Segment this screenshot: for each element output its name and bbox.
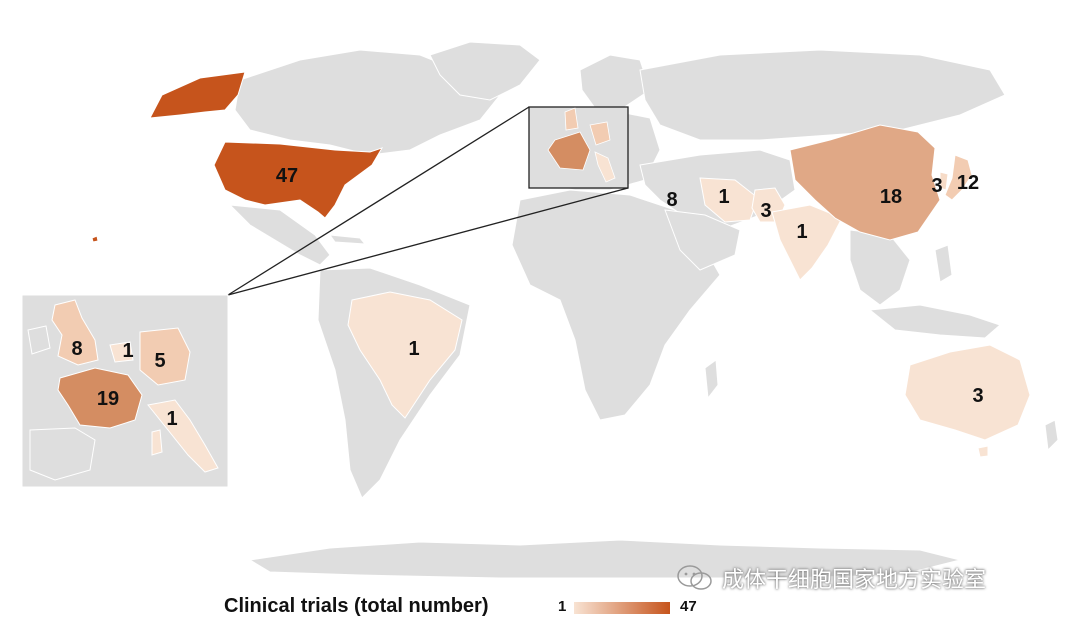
label-iran: 1	[718, 186, 729, 208]
highlighted-countries	[91, 71, 1031, 458]
greenland-land	[429, 41, 541, 101]
label-japan: 12	[957, 172, 979, 194]
indonesia-land	[868, 304, 1001, 339]
canada-land	[234, 49, 501, 156]
wechat-icon	[677, 565, 712, 590]
label-india: 1	[796, 221, 807, 243]
label-israel: 8	[666, 189, 677, 211]
southeast-asia-land	[849, 229, 911, 306]
alaska-region	[149, 71, 246, 119]
inset-italy-region	[147, 399, 219, 473]
legend-max-label: 47	[680, 598, 697, 615]
russia-land	[639, 49, 1006, 141]
philippines-land	[934, 244, 953, 283]
label-australia: 3	[972, 385, 983, 407]
inset-uk-region	[51, 299, 99, 366]
value-labels: 47 18 12 3 8 1 3 1 1 3 8 1 5 19 1	[71, 165, 983, 430]
japan-region	[944, 154, 973, 201]
india-region	[771, 204, 843, 281]
legend-title: Clinical trials (total number)	[224, 595, 489, 617]
watermark-text: 成体干细胞国家地方实验室	[722, 568, 987, 593]
europe-zoom-box	[528, 106, 629, 189]
label-china: 18	[880, 186, 902, 208]
antarctica-land	[248, 539, 961, 579]
brazil-region	[347, 291, 463, 419]
new-zealand-land	[1044, 419, 1059, 452]
china-region	[789, 124, 941, 241]
label-usa: 47	[276, 165, 298, 187]
korea-region	[939, 171, 949, 191]
inset-belgium-region	[109, 341, 134, 363]
legend-gradient-bar	[574, 602, 670, 614]
tasmania-region	[977, 445, 989, 458]
inset-france-region	[57, 367, 143, 429]
madagascar-land	[704, 359, 719, 400]
inset-germany-region	[139, 327, 191, 386]
europe-inset	[21, 294, 229, 488]
zoom-connector-lines	[227, 106, 629, 296]
label-germany: 5	[154, 350, 165, 372]
label-korea: 3	[931, 175, 942, 197]
watermark: 成体干细胞国家地方实验室	[676, 562, 986, 594]
arabia-land	[664, 209, 741, 271]
usa-region	[213, 141, 384, 219]
legend-min-label: 1	[558, 598, 567, 615]
hawaii-region	[91, 235, 99, 243]
australia-region	[904, 344, 1031, 441]
label-brazil: 1	[408, 338, 419, 360]
label-pakistan: 3	[760, 200, 771, 222]
label-uk: 8	[71, 338, 82, 360]
scandinavia-land	[579, 54, 651, 111]
iran-region	[699, 177, 759, 223]
label-france: 19	[97, 388, 119, 410]
label-italy: 1	[166, 408, 177, 430]
label-belgium: 1	[122, 340, 133, 362]
africa-land	[511, 189, 721, 421]
mexico-land	[228, 204, 331, 266]
caribbean-land	[328, 234, 367, 245]
